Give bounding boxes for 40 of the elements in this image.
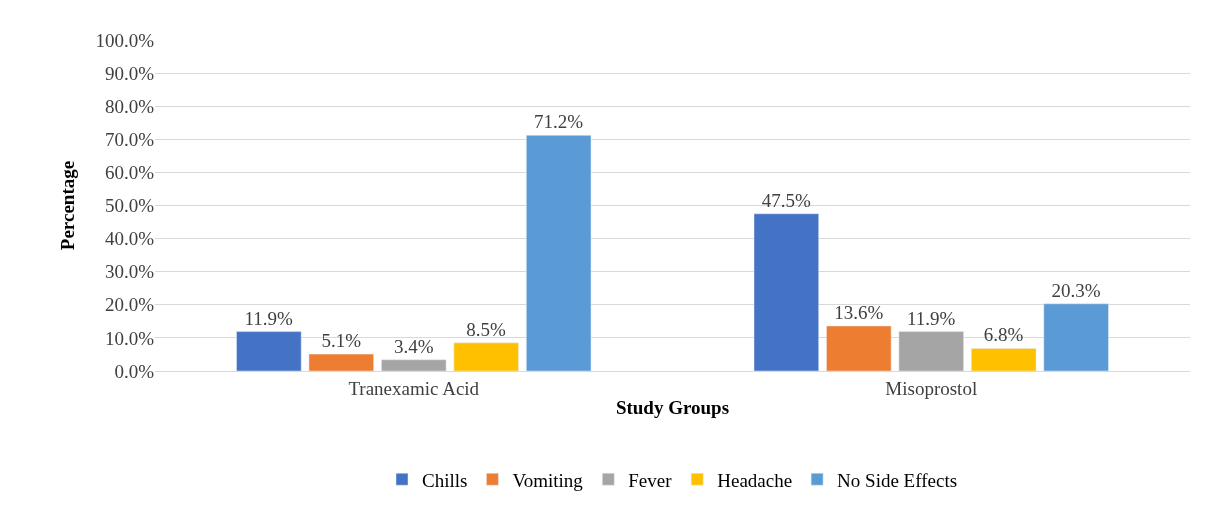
x-axis-title: Study Groups bbox=[615, 396, 730, 418]
data-label: 5.1% bbox=[321, 330, 362, 352]
data-label: 71.2% bbox=[534, 111, 584, 133]
bar bbox=[1043, 303, 1109, 371]
data-label: 8.5% bbox=[466, 318, 507, 340]
data-label: 47.5% bbox=[761, 189, 811, 211]
bar bbox=[971, 348, 1037, 371]
data-label: 20.3% bbox=[1051, 279, 1101, 301]
y-tick-label: 70.0% bbox=[104, 128, 155, 150]
y-tick-label: 80.0% bbox=[104, 95, 155, 117]
y-axis-title: Percentage bbox=[57, 160, 79, 251]
y-tick-label: 100.0% bbox=[95, 29, 155, 51]
legend-label: Headache bbox=[717, 469, 793, 491]
data-label: 11.9% bbox=[244, 307, 294, 329]
legend-label: Vomiting bbox=[512, 469, 584, 491]
legend-label: Fever bbox=[628, 469, 673, 491]
y-tick-label: 60.0% bbox=[104, 162, 155, 184]
bar bbox=[236, 331, 302, 371]
y-tick-label: 40.0% bbox=[104, 228, 155, 250]
bar bbox=[453, 342, 519, 371]
data-label: 6.8% bbox=[983, 324, 1024, 346]
y-tick-label: 10.0% bbox=[104, 327, 155, 349]
y-tick-label: 90.0% bbox=[104, 62, 155, 84]
y-tick-label: 50.0% bbox=[104, 195, 155, 217]
bar bbox=[381, 359, 447, 371]
x-tick-label: Misoprostol bbox=[885, 377, 978, 399]
x-tick-label: Tranexamic Acid bbox=[348, 377, 480, 399]
y-tick-label: 30.0% bbox=[104, 261, 155, 283]
bar bbox=[898, 331, 964, 371]
bar bbox=[526, 135, 592, 371]
data-label: 11.9% bbox=[906, 307, 956, 329]
legend-label: No Side Effects bbox=[837, 469, 958, 491]
bar bbox=[308, 353, 374, 371]
y-tick-label: 20.0% bbox=[104, 294, 155, 316]
data-label: 3.4% bbox=[393, 335, 434, 357]
bar bbox=[826, 325, 892, 371]
bar bbox=[753, 213, 819, 371]
legend-label: Chills bbox=[422, 469, 468, 491]
y-tick-label: 0.0% bbox=[114, 360, 155, 382]
data-label: 13.6% bbox=[834, 301, 884, 323]
